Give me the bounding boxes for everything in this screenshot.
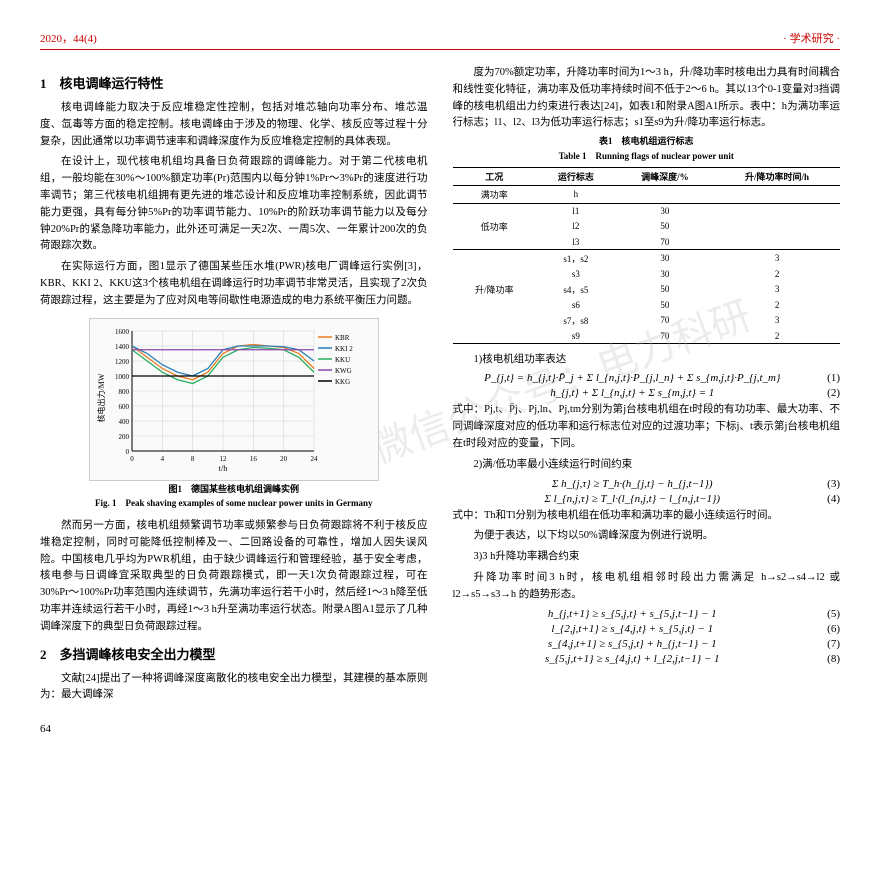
table1-caption-en: Table 1 Running flags of nuclear power u…: [453, 151, 841, 163]
svg-text:KWG: KWG: [335, 367, 352, 375]
svg-text:KKU: KKU: [335, 356, 350, 364]
equation-8: s_{5,j,t+1} ≥ s_{4,j,t} + l_{2,j,t−1} − …: [453, 653, 841, 665]
subhead: 1)核电机组功率表达: [453, 352, 841, 369]
para: 式中：Th和Tl分别为核电机组在低功率和满功率的最小连续运行时间。: [453, 508, 841, 525]
section-1-title: 1 核电调峰运行特性: [40, 73, 428, 92]
para: 式中：Pj,t、P̄j、Pj,ln、Pj,tm分别为第j台核电机组在t时段的有功…: [453, 402, 841, 452]
para: 在设计上，现代核电机组均具备日负荷跟踪的调峰能力。对于第二代核电机组，一般均能在…: [40, 154, 428, 255]
chart-svg: 0 200 400 600 800 1000 1200 1400 1600 0 4 8 12 16 20 24…: [94, 323, 374, 473]
svg-text:20: 20: [280, 455, 288, 463]
svg-text:1400: 1400: [115, 343, 130, 351]
fig1-caption-cn: 图1 德国某些核电机组调峰实例: [40, 484, 428, 496]
equation-6: l_{2,j,t+1} ≥ s_{4,j,t} + s_{5,j,t} − 1 (…: [453, 623, 841, 635]
svg-text:KKI 2: KKI 2: [335, 345, 353, 353]
page-header: 2020，44(4) · 学术研究 ·: [40, 30, 840, 50]
figure-1: 0 200 400 600 800 1000 1200 1400 1600 0 4 8 12 16 20 24…: [40, 318, 428, 510]
content-columns: 1 核电调峰运行特性 核电调峰能力取决于反应堆稳定性控制，包括对堆芯轴向功率分布…: [40, 65, 840, 708]
table-1: 工况运行标志调峰深度/%升/降功率时间/h 满功率hl130低功率l250l37…: [453, 167, 841, 344]
eq-body: s_{4,j,t+1} ≥ s_{5,j,t} + h_{j,t−1} − 1: [548, 638, 717, 650]
subhead: 3)3 h升降功率耦合约束: [453, 549, 841, 566]
equation-4: Σ l_{n,j,τ} ≥ T_l·(l_{n,j,t} − l_{n,j,t−…: [453, 493, 841, 505]
equation-7: s_{4,j,t+1} ≥ s_{5,j,t} + h_{j,t−1} − 1 (…: [453, 638, 841, 650]
svg-text:核电出力/MW: 核电出力/MW: [96, 373, 106, 422]
fig1-caption-en: Fig. 1 Peak shaving examples of some nuc…: [40, 498, 428, 510]
equation-1: P_{j,t} = h_{j,t}·P̄_j + Σ l_{n,j,t}·P_{…: [453, 372, 841, 384]
eq-body: h_{j,t+1} ≥ s_{5,j,t} + s_{5,j,t−1} − 1: [548, 608, 717, 620]
page: 2020，44(4) · 学术研究 · 微信公众号：电力科研 1 核电调峰运行特…: [0, 0, 880, 765]
svg-text:1000: 1000: [115, 373, 130, 381]
svg-text:t/h: t/h: [219, 464, 227, 473]
eq-body: s_{5,j,t+1} ≥ s_{4,j,t} + l_{2,j,t−1} − …: [545, 653, 720, 665]
eq-num: (8): [827, 653, 840, 665]
eq-body: Σ h_{j,τ} ≥ T_h·(h_{j,t} − h_{j,t−1}): [552, 478, 713, 490]
svg-text:16: 16: [250, 455, 257, 463]
eq-num: (5): [827, 608, 840, 620]
svg-text:0: 0: [130, 455, 134, 463]
para: 度为70%额定功率，升降功率时间为1～3 h，升/降功率时核电出力具有时间耦合和…: [453, 65, 841, 132]
para: 在实际运行方面，图1显示了德国某些压水堆(PWR)核电厂调峰运行实例[3]，KB…: [40, 259, 428, 309]
svg-text:1600: 1600: [115, 328, 130, 336]
eq-body: h_{j,t} + Σ l_{n,j,t} + Σ s_{m,j,t} = 1: [550, 387, 714, 399]
svg-text:800: 800: [118, 388, 129, 396]
right-column: 度为70%额定功率，升降功率时间为1～3 h，升/降功率时核电出力具有时间耦合和…: [453, 65, 841, 708]
eq-num: (3): [827, 478, 840, 490]
svg-text:1200: 1200: [115, 358, 130, 366]
table1-caption-cn: 表1 核电机组运行标志: [453, 136, 841, 148]
equation-5: h_{j,t+1} ≥ s_{5,j,t} + s_{5,j,t−1} − 1 (…: [453, 608, 841, 620]
para: 然而另一方面，核电机组频繁调节功率或频繁参与日负荷跟踪将不利于核反应堆稳定控制，…: [40, 518, 428, 636]
para: 核电调峰能力取决于反应堆稳定性控制，包括对堆芯轴向功率分布、堆芯温度、氙毒等方面…: [40, 100, 428, 150]
svg-text:KKG: KKG: [335, 378, 350, 386]
subhead: 2)满/低功率最小连续运行时间约束: [453, 457, 841, 474]
equation-2: h_{j,t} + Σ l_{n,j,t} + Σ s_{m,j,t} = 1 (…: [453, 387, 841, 399]
svg-text:12: 12: [219, 455, 227, 463]
eq-num: (7): [827, 638, 840, 650]
eq-body: l_{2,j,t+1} ≥ s_{4,j,t} + s_{5,j,t} − 1: [551, 623, 713, 635]
eq-num: (1): [827, 372, 840, 384]
eq-num: (6): [827, 623, 840, 635]
chart-area: 0 200 400 600 800 1000 1200 1400 1600 0 4 8 12 16 20 24…: [89, 318, 379, 481]
svg-text:24: 24: [310, 455, 318, 463]
eq-body: P_{j,t} = h_{j,t}·P̄_j + Σ l_{n,j,t}·P_{…: [484, 372, 780, 384]
equation-3: Σ h_{j,τ} ≥ T_h·(h_{j,t} − h_{j,t−1}) (3): [453, 478, 841, 490]
svg-text:400: 400: [118, 418, 129, 426]
left-column: 1 核电调峰运行特性 核电调峰能力取决于反应堆稳定性控制，包括对堆芯轴向功率分布…: [40, 65, 428, 708]
eq-num: (4): [827, 493, 840, 505]
svg-text:8: 8: [191, 455, 195, 463]
para: 文献[24]提出了一种将调峰深度离散化的核电安全出力模型，其建模的基本原则为：最…: [40, 671, 428, 705]
header-right: · 学术研究 ·: [783, 30, 840, 46]
section-2-title: 2 多挡调峰核电安全出力模型: [40, 644, 428, 663]
svg-text:KBR: KBR: [335, 334, 350, 342]
header-left: 2020，44(4): [40, 30, 97, 46]
para: 为便于表达，以下均以50%调峰深度为例进行说明。: [453, 528, 841, 545]
page-footer: 64: [40, 723, 840, 735]
svg-text:0: 0: [125, 448, 129, 456]
para: 升降功率时间3 h时，核电机组相邻时段出力需满足 h→s2→s4→l2 或 l2…: [453, 570, 841, 604]
eq-num: (2): [827, 387, 840, 399]
eq-body: Σ l_{n,j,τ} ≥ T_l·(l_{n,j,t} − l_{n,j,t−…: [544, 493, 720, 505]
svg-text:600: 600: [118, 403, 129, 411]
svg-text:200: 200: [118, 433, 129, 441]
svg-text:4: 4: [160, 455, 164, 463]
